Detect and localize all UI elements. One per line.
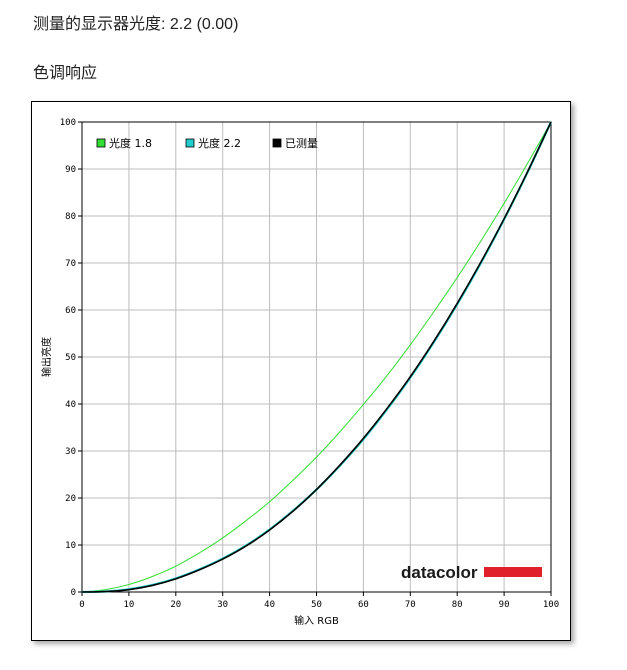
gamma-heading: 测量的显示器光度: 2.2 (0.00) <box>33 10 238 34</box>
chart-axes: 0 10 20 30 40 50 60 70 80 90 100 0 10 20 30 40 50 60 70 80 9… <box>60 118 559 610</box>
x-tick-label: 0 <box>79 600 84 610</box>
tone-response-chart: 0 10 20 30 40 50 60 70 80 90 100 0 10 20 30 40 50 60 70 80 9… <box>31 101 571 641</box>
x-tick-label: 60 <box>358 600 369 610</box>
brand-name: datacolor <box>401 563 478 582</box>
y-tick-label: 50 <box>65 353 76 363</box>
section-title: 色调响应 <box>33 65 98 82</box>
y-tick-label: 80 <box>65 212 76 222</box>
legend-label: 光度 2.2 <box>198 136 241 150</box>
x-tick-label: 40 <box>264 600 275 610</box>
y-tick-label: 0 <box>71 588 76 598</box>
chart-legend: 光度 1.8 光度 2.2 已测量 <box>96 136 318 150</box>
legend-label: 光度 1.8 <box>109 136 152 150</box>
x-tick-label: 20 <box>170 600 181 610</box>
x-tick-label: 30 <box>217 600 228 610</box>
x-tick-label: 80 <box>452 600 463 610</box>
legend-label: 已测量 <box>285 137 318 150</box>
gamma-value: 2.2 (0.00) <box>169 16 239 33</box>
series-line <box>81 121 552 593</box>
legend-swatch <box>272 138 282 148</box>
x-tick-label: 10 <box>123 600 134 610</box>
series-line <box>81 121 552 593</box>
chart-series <box>81 121 552 594</box>
y-tick-label: 70 <box>65 259 76 269</box>
x-axis-label: 输入 RGB <box>294 614 339 627</box>
y-tick-label: 40 <box>65 400 76 410</box>
x-tick-label: 90 <box>499 600 510 610</box>
datacolor-logo: datacolor <box>401 563 542 582</box>
legend-swatch <box>185 138 195 148</box>
x-tick-label: 50 <box>311 600 322 610</box>
y-tick-label: 60 <box>65 306 76 316</box>
gamma-label: 测量的显示器光度: <box>33 16 166 33</box>
y-tick-label: 30 <box>65 447 76 457</box>
y-tick-label: 20 <box>65 494 76 504</box>
y-tick-label: 100 <box>60 118 76 128</box>
legend-swatch <box>96 138 106 148</box>
y-tick-label: 90 <box>65 165 76 175</box>
chart-grid <box>82 122 551 592</box>
y-tick-label: 10 <box>65 541 76 551</box>
y-axis-label: 输出亮度 <box>40 337 53 377</box>
x-tick-label: 70 <box>405 600 416 610</box>
x-tick-label: 100 <box>543 600 559 610</box>
chart-canvas: 0 10 20 30 40 50 60 70 80 90 100 0 10 20 30 40 50 60 70 80 9… <box>40 118 559 627</box>
brand-bar <box>484 567 542 577</box>
